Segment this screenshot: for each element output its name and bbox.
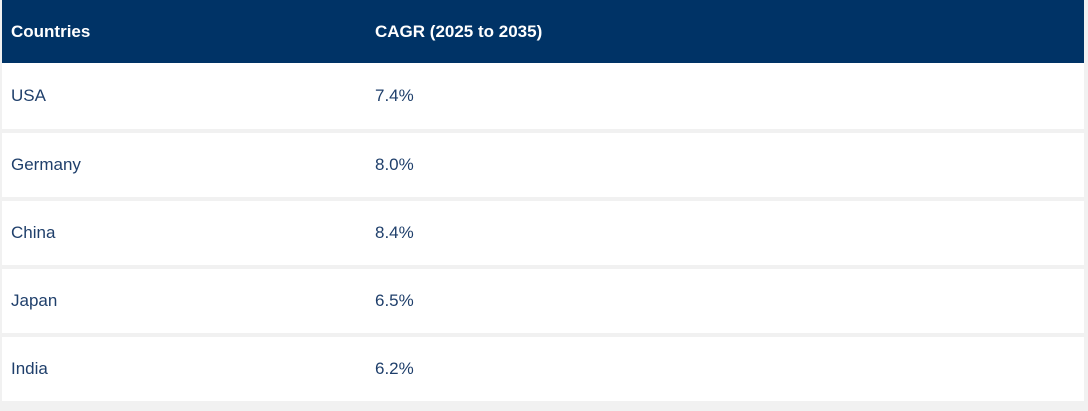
country-cell: Germany — [2, 131, 366, 201]
table-header: Countries CAGR (2025 to 2035) — [2, 0, 1084, 63]
table-row: Germany 8.0% — [2, 131, 1084, 201]
cagr-cell: 7.4% — [366, 63, 1084, 133]
table-row: Japan 6.5% — [2, 267, 1084, 337]
country-cell: Japan — [2, 267, 366, 337]
header-row: Countries CAGR (2025 to 2035) — [2, 0, 1084, 63]
cagr-table: Countries CAGR (2025 to 2035) USA 7.4% G… — [2, 0, 1084, 405]
cagr-cell: 6.2% — [366, 335, 1084, 405]
table-body: USA 7.4% Germany 8.0% China 8.4% Japan 6… — [2, 63, 1084, 405]
country-cell: China — [2, 199, 366, 269]
table-row: China 8.4% — [2, 199, 1084, 269]
cagr-cell: 8.0% — [366, 131, 1084, 201]
cagr-cell: 6.5% — [366, 267, 1084, 337]
header-countries: Countries — [2, 0, 366, 63]
header-cagr: CAGR (2025 to 2035) — [366, 0, 1084, 63]
country-cell: India — [2, 335, 366, 405]
table-row: India 6.2% — [2, 335, 1084, 405]
cagr-cell: 8.4% — [366, 199, 1084, 269]
country-cell: USA — [2, 63, 366, 133]
table-row: USA 7.4% — [2, 63, 1084, 133]
